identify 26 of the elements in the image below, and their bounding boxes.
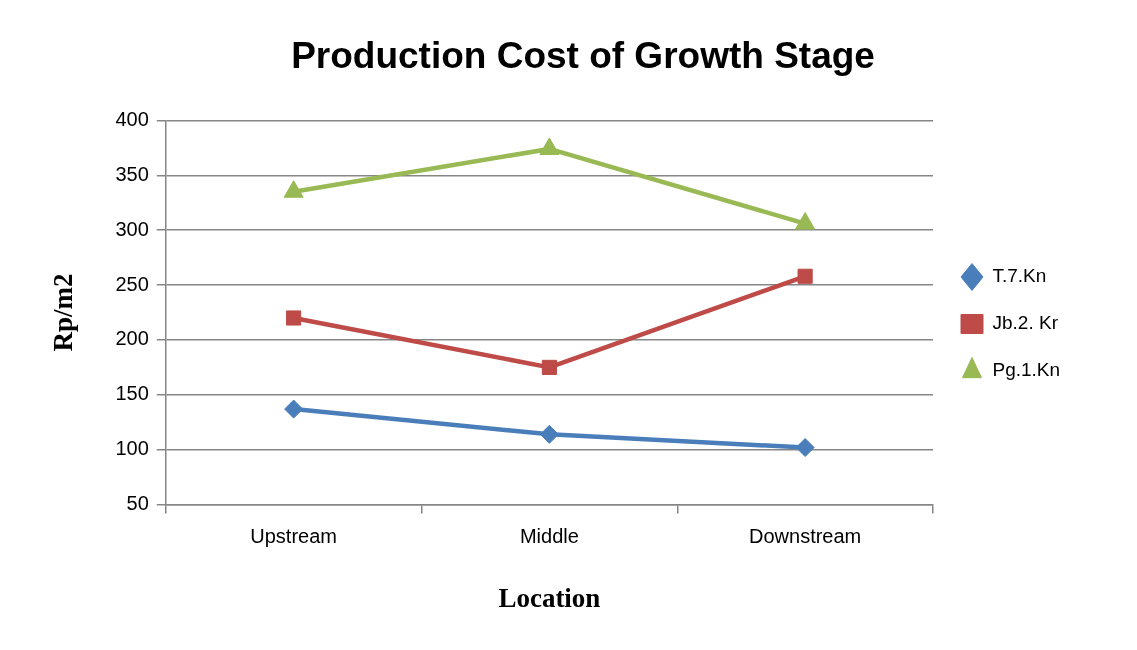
legend-label: Pg.1.Kn — [992, 359, 1061, 381]
point — [284, 399, 304, 419]
point — [795, 212, 816, 230]
x-tick-label: Downstream — [749, 525, 862, 548]
y-tick-label: 350 — [115, 162, 149, 185]
y-tick-label: 100 — [115, 437, 149, 460]
y-axis-title: Rp/m2 — [48, 273, 79, 352]
point — [539, 424, 559, 444]
y-tick-label: 150 — [115, 382, 149, 405]
legend-label: T.7.Kn — [992, 265, 1047, 287]
legend-label: Jb.2. Kr — [992, 312, 1059, 334]
x-tick-label: Middle — [519, 525, 579, 548]
y-tick-label: 50 — [126, 492, 149, 515]
chart-title: Production Cost of Growth Stage — [291, 35, 875, 77]
x-axis-title: Location — [498, 582, 601, 613]
x-tick-label: Upstream — [250, 525, 337, 548]
point — [541, 359, 557, 375]
point — [286, 310, 302, 326]
y-tick-label: 400 — [115, 107, 149, 130]
point — [539, 137, 560, 155]
point — [795, 438, 815, 458]
point — [283, 180, 304, 198]
point — [797, 268, 813, 284]
y-tick-label: 300 — [115, 217, 149, 240]
y-tick-label: 250 — [115, 272, 149, 295]
y-tick-label: 200 — [115, 327, 149, 350]
